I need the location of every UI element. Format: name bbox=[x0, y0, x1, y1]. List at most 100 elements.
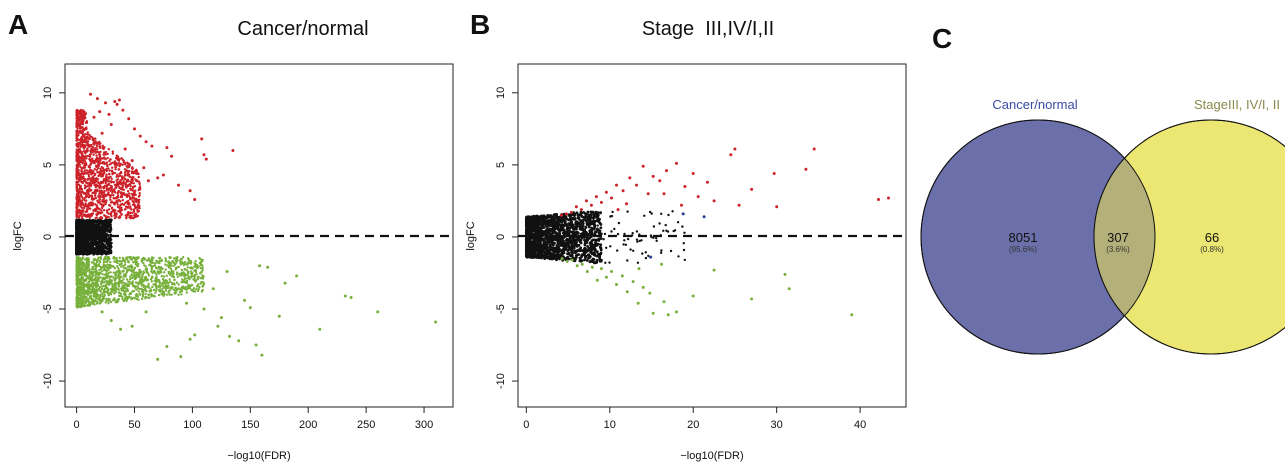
panel-a-up-point bbox=[111, 162, 113, 164]
panel-a-up-point bbox=[77, 198, 79, 200]
panel-a-up-point bbox=[79, 176, 81, 178]
panel-a-down-point bbox=[130, 270, 132, 272]
panel-a-down-point bbox=[376, 310, 379, 313]
panel-a-up-point bbox=[96, 214, 98, 216]
panel-a-down-point bbox=[120, 262, 122, 264]
panel-a-up-point bbox=[112, 150, 114, 152]
panel-a-up-point bbox=[134, 215, 136, 217]
panel-a-up-point bbox=[119, 180, 121, 182]
panel-a-ns-point bbox=[75, 227, 78, 230]
panel-a-up-point bbox=[108, 169, 110, 171]
panel-a-down-point bbox=[136, 285, 138, 287]
panel-a-down-point bbox=[177, 294, 179, 296]
panel-a-down-point bbox=[92, 281, 94, 283]
panel-a-ns-point bbox=[104, 249, 107, 252]
panel-a-down-point bbox=[228, 335, 231, 338]
panel-a-down-point bbox=[114, 287, 116, 289]
panel-a-up-point bbox=[80, 122, 82, 124]
panel-a-up-point bbox=[133, 208, 135, 210]
panel-a-up-point bbox=[87, 213, 89, 215]
panel-a-up-point bbox=[75, 203, 77, 205]
panel-a-up-point bbox=[101, 217, 103, 219]
panel-a-up-point bbox=[138, 199, 140, 201]
panel-a-up-point bbox=[97, 211, 99, 213]
panel-b-points bbox=[525, 148, 890, 317]
panel-a-up-point bbox=[110, 181, 112, 183]
panel-a-up-point bbox=[103, 153, 105, 155]
panel-a-down-point bbox=[188, 258, 190, 260]
panel-a-down-point bbox=[163, 271, 165, 273]
panel-a-down-point bbox=[86, 259, 88, 261]
panel-a-down-point bbox=[198, 286, 200, 288]
panel-a-ns-point bbox=[76, 235, 79, 238]
panel-a-ns-point bbox=[95, 220, 98, 223]
panel-a-down-point bbox=[88, 281, 90, 283]
panel-a-up-point bbox=[87, 173, 89, 175]
panel-a-up-point bbox=[131, 166, 133, 168]
panel-a-up-point bbox=[126, 174, 128, 176]
panel-a-down-point bbox=[139, 288, 141, 290]
panel-a-down-point bbox=[258, 264, 261, 267]
panel-a-down-point bbox=[181, 269, 183, 271]
panel-a-up-point bbox=[97, 196, 99, 198]
panel-a-up-point bbox=[95, 183, 97, 185]
panel-a-up-point bbox=[92, 154, 94, 156]
panel-a-down-point bbox=[147, 272, 149, 274]
panel-a-up-point bbox=[134, 213, 136, 215]
panel-a-up-point bbox=[85, 141, 87, 143]
panel-a-ns-point bbox=[89, 224, 92, 227]
panel-a-down-point bbox=[200, 271, 202, 273]
panel-a-up-point bbox=[99, 157, 101, 159]
panel-a-down-point bbox=[158, 294, 160, 296]
panel-b-x-tick-label: 0 bbox=[523, 419, 529, 431]
panel-b-y-tick-label: 0 bbox=[495, 234, 507, 240]
panel-a-up-point bbox=[96, 161, 98, 163]
panel-a-up-point bbox=[90, 194, 92, 196]
panel-a-up-point bbox=[117, 203, 119, 205]
panel-b-ns-point bbox=[586, 259, 589, 262]
panel-a-down-point bbox=[179, 355, 182, 358]
panel-a-down-point bbox=[148, 274, 150, 276]
panel-a-up-point bbox=[81, 215, 83, 217]
panel-a-up-point bbox=[139, 135, 142, 138]
panel-a-up-point bbox=[111, 167, 113, 169]
panel-a-down-point bbox=[166, 264, 168, 266]
panel-a-down-point bbox=[98, 302, 100, 304]
panel-a-down-point bbox=[193, 333, 196, 336]
panel-a-down-point bbox=[166, 294, 168, 296]
panel-a-ns-point bbox=[84, 232, 87, 235]
panel-a-down-point bbox=[199, 258, 201, 260]
panel-a-up-point bbox=[108, 148, 110, 150]
panel-a-up-point bbox=[138, 210, 140, 212]
panel-a-up-point bbox=[108, 189, 110, 191]
panel-a-up-point bbox=[96, 207, 98, 209]
panel-a-up-point bbox=[139, 192, 141, 194]
panel-a-down-point bbox=[138, 274, 140, 276]
panel-a-up-point bbox=[83, 170, 85, 172]
panel-a-down-point bbox=[171, 260, 173, 262]
panel-a-up-point bbox=[127, 200, 129, 202]
panel-a-up-point bbox=[106, 165, 108, 167]
panel-a-down-point bbox=[106, 291, 108, 293]
panel-a-ns-point bbox=[88, 220, 91, 223]
panel-a-up-point bbox=[96, 171, 98, 173]
panel-a-ns-point bbox=[106, 234, 109, 237]
panel-a-up-point bbox=[138, 201, 140, 203]
panel-a-down-point bbox=[98, 269, 100, 271]
panel-a-down-point bbox=[97, 257, 99, 259]
panel-a-down-point bbox=[185, 302, 188, 305]
panel-a-down-point bbox=[116, 265, 118, 267]
panel-a-ns-point bbox=[97, 226, 100, 229]
panel-a-up-point bbox=[96, 200, 98, 202]
panel-a-down-point bbox=[133, 297, 135, 299]
panel-a-down-point bbox=[132, 256, 134, 258]
panel-a-up-point bbox=[98, 110, 101, 113]
panel-a-up-point bbox=[88, 185, 90, 187]
panel-a-up-point bbox=[87, 155, 89, 157]
panel-a-up-point bbox=[81, 188, 83, 190]
panel-a-ns-point bbox=[88, 229, 91, 232]
panel-a-down-point bbox=[164, 287, 166, 289]
panel-a-x-tick-label: 200 bbox=[299, 419, 317, 431]
panel-a-up-point bbox=[79, 166, 81, 168]
